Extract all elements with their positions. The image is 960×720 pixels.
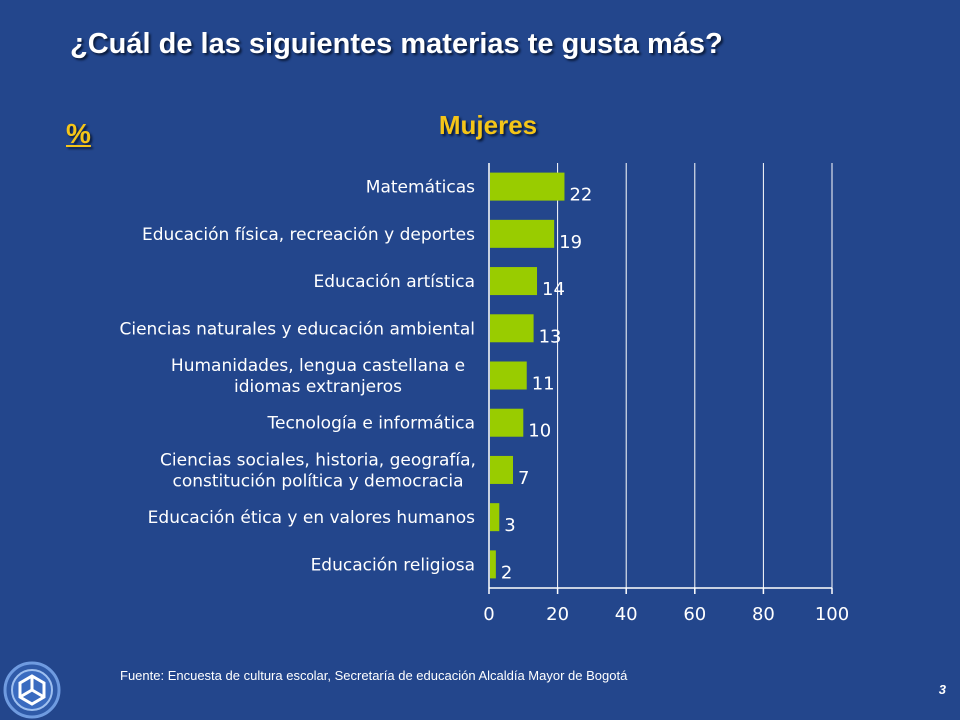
- category-label-line: Humanidades, lengua castellana e: [171, 356, 465, 376]
- data-label: 3: [504, 515, 515, 536]
- data-label: 13: [539, 326, 562, 347]
- data-label: 2: [501, 562, 512, 583]
- bar: [490, 314, 534, 343]
- data-label: 11: [532, 374, 555, 395]
- category-label-line: constitución política y democracia: [173, 471, 464, 491]
- bar: [490, 503, 500, 532]
- data-label: 14: [542, 279, 565, 300]
- source-note: Fuente: Encuesta de cultura escolar, Sec…: [120, 668, 628, 683]
- bar: [490, 361, 527, 390]
- x-tick-label: 0: [483, 604, 494, 625]
- category-label-line: idiomas extranjeros: [234, 377, 402, 397]
- category-label: Ciencias sociales, historia, geografía, c…: [160, 450, 476, 491]
- x-tick-label: 20: [546, 604, 569, 625]
- category-label-line: Educación ética y en valores humanos: [148, 508, 475, 528]
- data-label: 22: [569, 185, 592, 206]
- category-label: Tecnología e informática: [266, 414, 475, 434]
- bar: [490, 219, 555, 248]
- page-number: 3: [938, 682, 946, 697]
- x-tick-label: 60: [683, 604, 706, 625]
- x-tick-label: 80: [752, 604, 775, 625]
- chart-title: Mujeres: [438, 110, 538, 140]
- unit-label: %: [66, 118, 91, 149]
- category-label-line: Educación religiosa: [311, 555, 475, 575]
- category-label: Educación física, recreación y deportes: [142, 225, 475, 245]
- institution-logo-icon: [3, 661, 61, 719]
- slide-title: ¿Cuál de las siguientes materias te gust…: [70, 28, 723, 60]
- x-tick-label: 40: [615, 604, 638, 625]
- category-label: Educación ética y en valores humanos: [148, 508, 475, 528]
- category-label-line: Educación física, recreación y deportes: [142, 225, 475, 245]
- category-label: Educación religiosa: [311, 555, 475, 575]
- data-label: 19: [559, 232, 582, 253]
- category-label-line: Matemáticas: [366, 178, 475, 198]
- category-label: Humanidades, lengua castellana e idiomas …: [171, 356, 465, 397]
- data-label: 7: [518, 468, 529, 489]
- category-label: Ciencias naturales y educación ambiental: [120, 319, 476, 339]
- bar: [490, 172, 565, 201]
- category-label-line: Educación artística: [313, 272, 475, 292]
- category-label-line: Tecnología e informática: [266, 414, 475, 434]
- category-label: Educación artística: [313, 272, 475, 292]
- bar: [490, 408, 524, 437]
- data-label: 10: [528, 421, 551, 442]
- bar: [490, 550, 496, 579]
- category-label: Matemáticas: [366, 178, 475, 198]
- bar: [490, 455, 514, 484]
- category-label-line: Ciencias naturales y educación ambiental: [120, 319, 476, 339]
- x-tick-label: 100: [815, 604, 849, 625]
- category-label-line: Ciencias sociales, historia, geografía,: [160, 450, 476, 470]
- bar: [490, 267, 538, 296]
